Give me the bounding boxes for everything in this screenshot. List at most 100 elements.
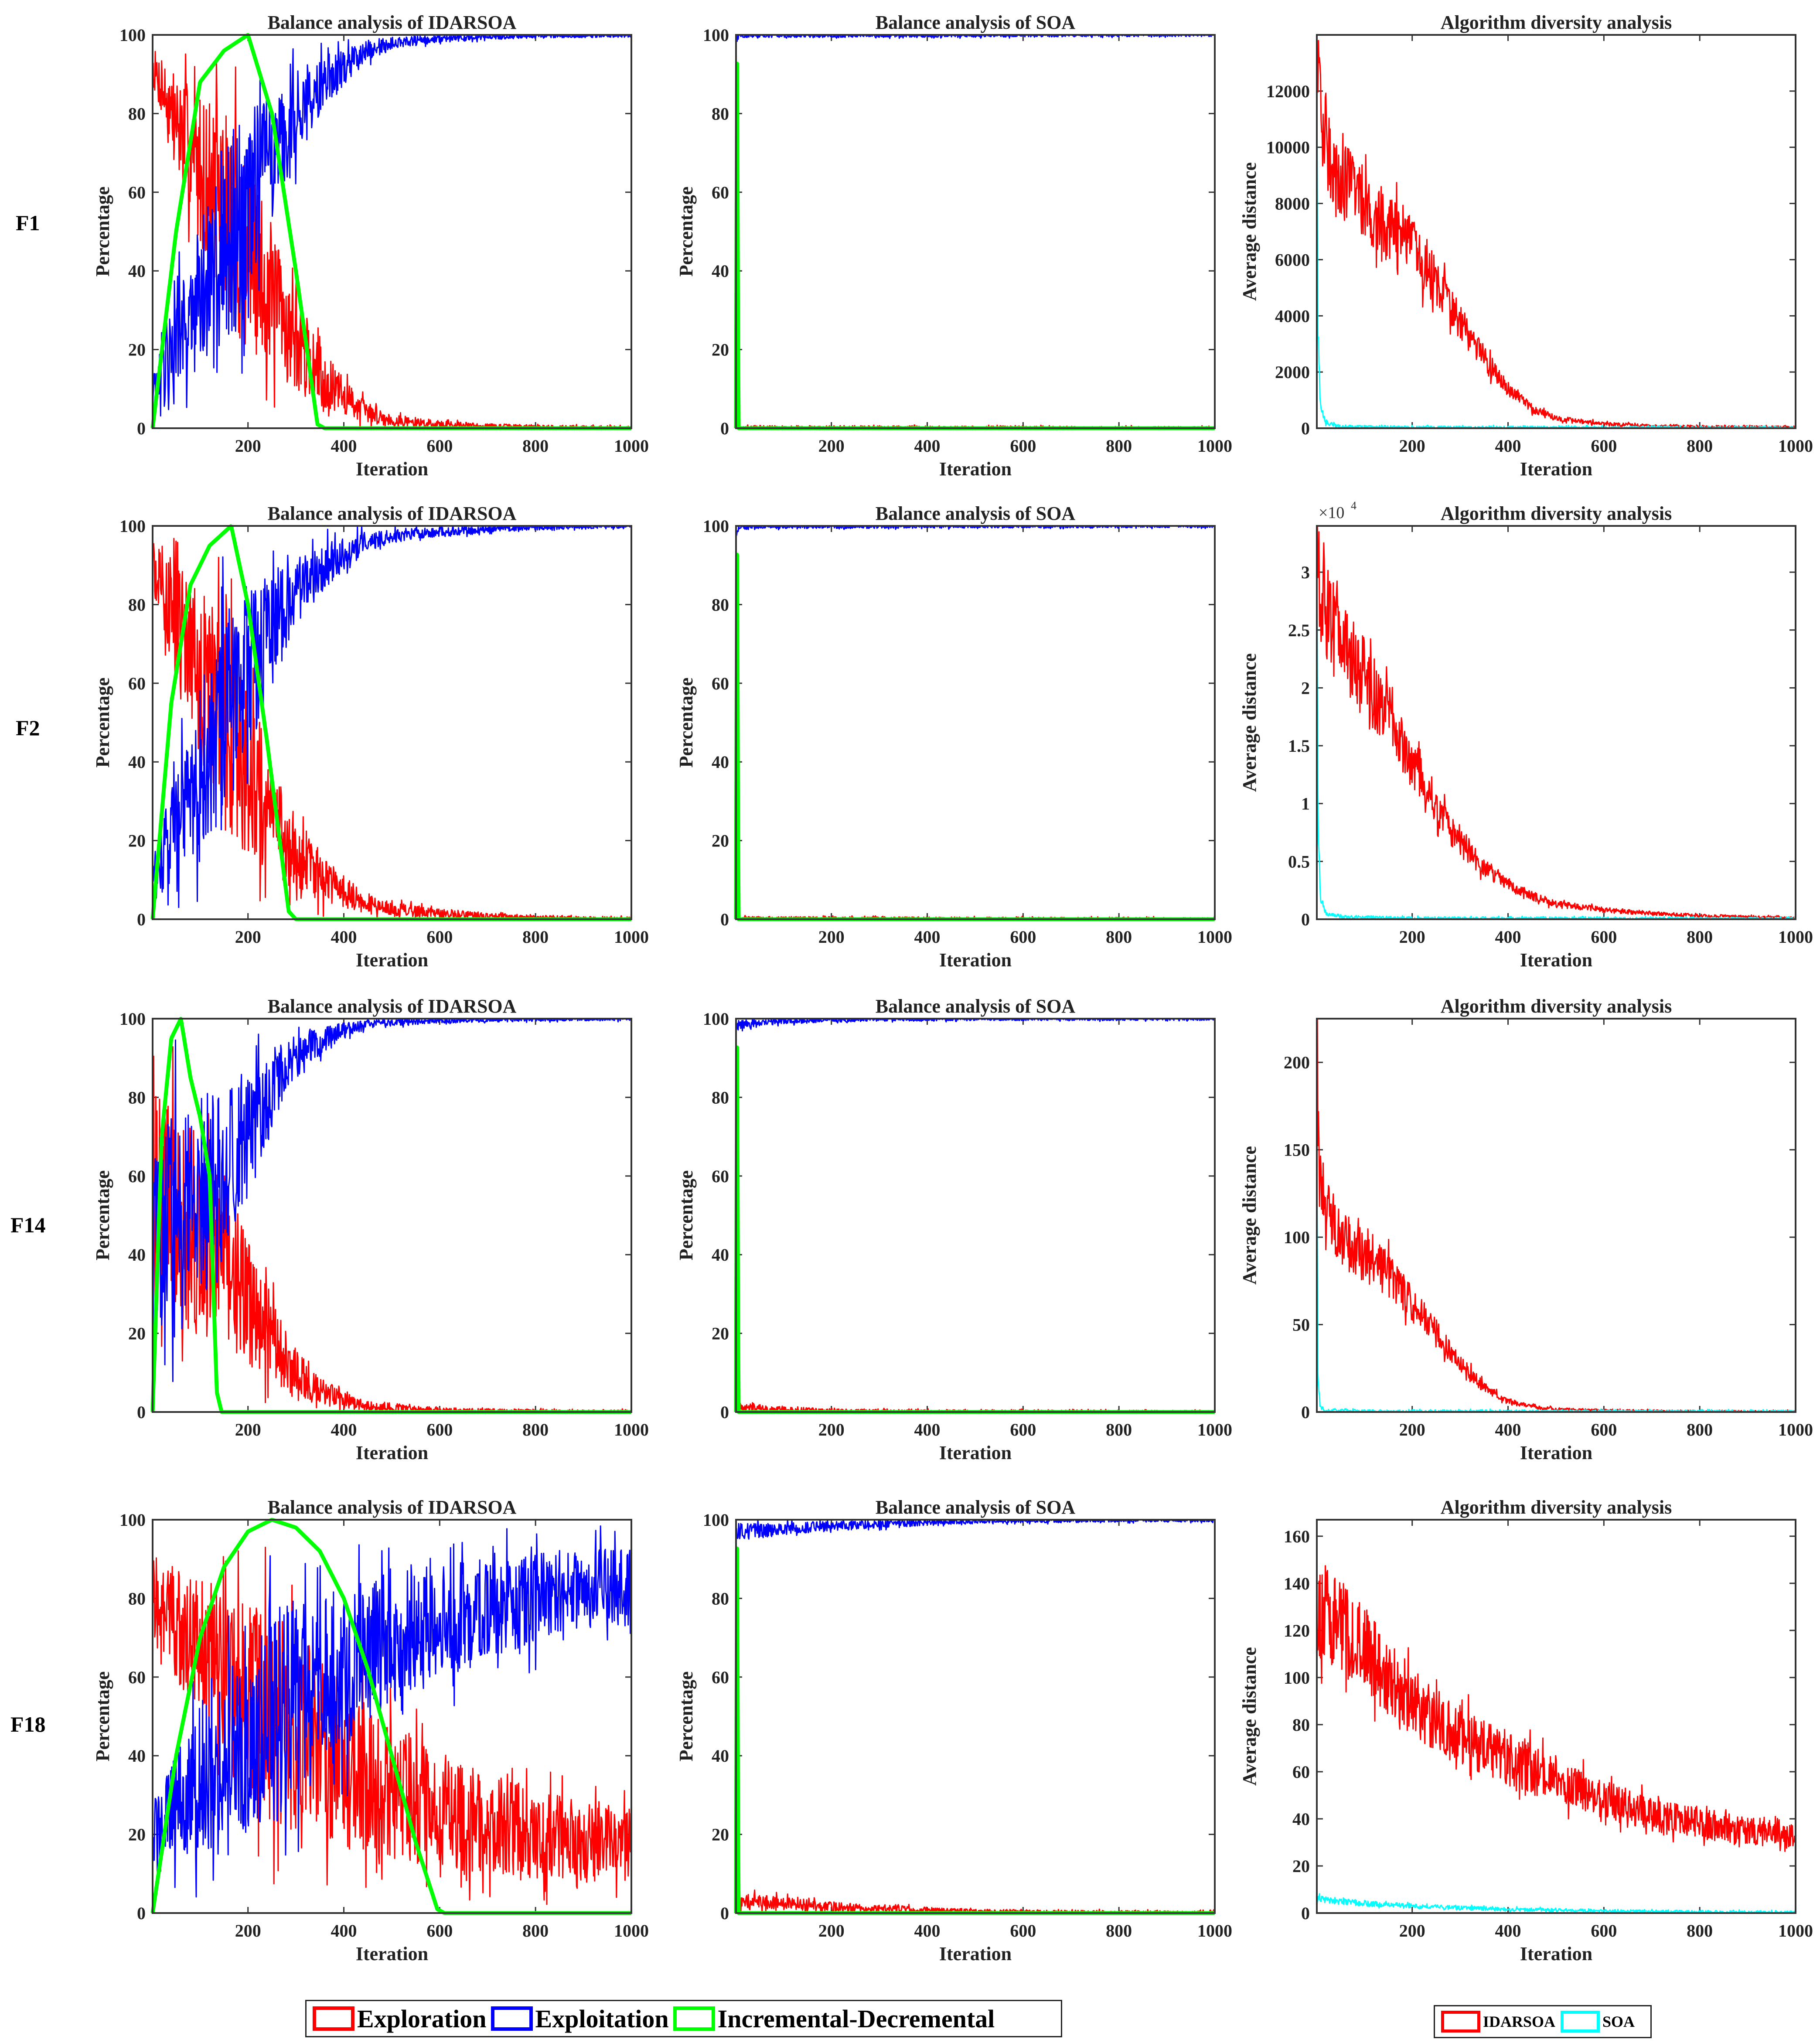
chart-f18-col2-xtick-label-0: 200 bbox=[818, 1921, 845, 1941]
chart-f2-col1-xtick-label-0: 200 bbox=[235, 927, 261, 947]
chart-f14-col1-ytick-label-5: 100 bbox=[119, 1009, 146, 1029]
chart-f18-col3-xtick-label-1: 400 bbox=[1495, 1921, 1521, 1941]
chart-f18-col3-series-idarsoa bbox=[1316, 1565, 1796, 1852]
chart-f2-col3-axis-multiplier: ×10 4 bbox=[1319, 499, 1356, 522]
chart-f14-col3-ytick-label-3: 150 bbox=[1284, 1140, 1310, 1160]
chart-f18-col1-ytick-label-0: 0 bbox=[137, 1903, 146, 1923]
chart-f18-col1-xtick-label-1: 400 bbox=[331, 1921, 357, 1941]
chart-f2-col2-xtick-label-3: 800 bbox=[1106, 927, 1132, 947]
chart-f2-col2-ytick-label-2: 40 bbox=[712, 752, 729, 772]
chart-f18-col3-xtick-label-2: 600 bbox=[1591, 1921, 1617, 1941]
chart-f2-col3-xtick-label-2: 600 bbox=[1591, 927, 1617, 947]
chart-f1-col1: 200 400 600 800 1000 0 20 40 60 80 100 Balance anal… bbox=[92, 12, 649, 480]
chart-f2-col2-xtick-label-2: 600 bbox=[1010, 927, 1036, 947]
chart-f14-col1-ytick-label-1: 20 bbox=[128, 1324, 146, 1344]
chart-f1-col2-xtick-label-4: 1000 bbox=[1197, 436, 1232, 456]
chart-f1-col3-ytick-label-2: 4000 bbox=[1275, 306, 1310, 326]
legend-swatch-exploration bbox=[313, 2006, 354, 2031]
legend-label-idarsoa: IDARSOA bbox=[1483, 2013, 1556, 2030]
chart-f18-col1-ylabel: Percentage bbox=[92, 1671, 113, 1762]
chart-f2-col1-plot-area bbox=[153, 526, 631, 919]
chart-f18-col1-series-exploitation bbox=[152, 1525, 632, 1898]
chart-f18-col2-frame bbox=[735, 1519, 1216, 1914]
chart-f2-col3-ytick-label-5: 2.5 bbox=[1288, 621, 1310, 640]
chart-f1-col2-frame bbox=[735, 34, 1216, 429]
chart-f14-col2-frame bbox=[735, 1018, 1216, 1413]
chart-f2-col1-ytick-label-2: 40 bbox=[128, 752, 146, 772]
chart-f1-col2-xtick-label-3: 800 bbox=[1106, 436, 1132, 456]
chart-f18-col1-ytick-label-3: 60 bbox=[128, 1668, 146, 1687]
chart-f18-col3-ytick-label-1: 20 bbox=[1292, 1856, 1310, 1876]
chart-f18-col2-xtick-label-4: 1000 bbox=[1197, 1921, 1232, 1941]
chart-f14-col3-xtick-label-0: 200 bbox=[1399, 1420, 1425, 1439]
chart-f18-col3-ytick-label-7: 140 bbox=[1284, 1574, 1310, 1593]
chart-f2-col3-xtick-label-4: 1000 bbox=[1778, 927, 1813, 947]
chart-f18-col2-title: Balance analysis of SOA bbox=[876, 1497, 1076, 1518]
legend-swatch-idarsoa bbox=[1441, 2011, 1480, 2033]
chart-f18-col3-xtick-label-4: 1000 bbox=[1778, 1921, 1813, 1941]
chart-f18-col2-xlabel: Iteration bbox=[939, 1943, 1012, 1965]
legend-swatch-incremental-decremental bbox=[673, 2006, 715, 2031]
chart-f2-col1-series-exploitation bbox=[152, 525, 632, 908]
chart-f1-col3-ytick-label-0: 0 bbox=[1301, 419, 1310, 438]
chart-f1-col1-xtick-label-3: 800 bbox=[522, 436, 549, 456]
legend-label-exploitation: Exploitation bbox=[535, 2004, 669, 2033]
chart-f1-col1-frame bbox=[152, 34, 632, 429]
chart-f2-col3-xtick-label-0: 200 bbox=[1399, 927, 1425, 947]
chart-f14-col3-ytick-label-4: 200 bbox=[1284, 1053, 1310, 1072]
chart-f2-col2-title: Balance analysis of SOA bbox=[876, 503, 1076, 524]
chart-f2-col1-xtick-label-3: 800 bbox=[522, 927, 549, 947]
chart-f18-col1-xtick-label-2: 600 bbox=[426, 1921, 453, 1941]
chart-f18-col3-ytick-label-3: 60 bbox=[1292, 1762, 1310, 1782]
chart-f1-col2-ytick-label-5: 100 bbox=[703, 25, 729, 45]
chart-f14-col3-ytick-label-2: 100 bbox=[1284, 1228, 1310, 1247]
chart-f14-col1-xtick-label-3: 800 bbox=[522, 1420, 549, 1439]
chart-f18-col2-ytick-label-1: 20 bbox=[712, 1825, 729, 1845]
legend-label-exploration: Exploration bbox=[357, 2004, 487, 2033]
chart-f2-col2-ytick-label-4: 80 bbox=[712, 595, 729, 614]
chart-f1-col1-xtick-label-4: 1000 bbox=[614, 436, 649, 456]
chart-f14-col2-title: Balance analysis of SOA bbox=[876, 996, 1076, 1017]
chart-f18-col2-ylabel: Percentage bbox=[675, 1671, 697, 1762]
chart-f1-col3-plot-area bbox=[1317, 35, 1796, 428]
chart-f1-col1-ytick-label-4: 80 bbox=[128, 104, 146, 123]
chart-f2-col3-axis-multiplier-base: ×10 bbox=[1319, 504, 1344, 522]
chart-f1-col2-ytick-label-0: 0 bbox=[720, 419, 729, 438]
chart-f1-col3-xlabel: Iteration bbox=[1520, 458, 1592, 480]
row-label-f18: F18 bbox=[10, 1712, 46, 1736]
chart-f18-col3-xlabel: Iteration bbox=[1520, 1943, 1592, 1965]
chart-f2-col3-series-idarsoa bbox=[1316, 525, 1796, 920]
chart-f2-col1-title: Balance analysis of IDARSOA bbox=[268, 503, 517, 524]
chart-f14-col3-xtick-label-4: 1000 bbox=[1778, 1420, 1813, 1439]
chart-f18-col1-xtick-label-0: 200 bbox=[235, 1921, 261, 1941]
legend-item-exploitation: Exploitation bbox=[491, 2004, 669, 2033]
chart-f1-col3-ytick-label-6: 12000 bbox=[1266, 82, 1310, 101]
chart-f14-col2-ytick-label-4: 80 bbox=[712, 1088, 729, 1107]
row-label-f14: F14 bbox=[10, 1213, 46, 1237]
chart-f1-col1-xtick-label-2: 600 bbox=[426, 436, 453, 456]
chart-f18-col2-ytick-label-5: 100 bbox=[703, 1510, 729, 1530]
chart-f14-col2-ytick-label-0: 0 bbox=[720, 1402, 729, 1422]
chart-f2-col3-ytick-label-3: 1.5 bbox=[1288, 736, 1310, 756]
chart-f18-col2-ytick-label-3: 60 bbox=[712, 1668, 729, 1687]
chart-f1-col2-ylabel: Percentage bbox=[675, 187, 697, 277]
chart-f14-col1-xlabel: Iteration bbox=[356, 1442, 428, 1463]
chart-f18-col3-ytick-label-4: 80 bbox=[1292, 1715, 1310, 1735]
chart-f18-col1-xtick-label-4: 1000 bbox=[614, 1921, 649, 1941]
chart-f18-col3-plot-area bbox=[1317, 1520, 1796, 1913]
chart-f18-col3-series-soa bbox=[1316, 1893, 1796, 1914]
chart-f2-col1-ytick-label-4: 80 bbox=[128, 595, 146, 614]
chart-f18-col1-xtick-label-3: 800 bbox=[522, 1921, 549, 1941]
chart-f1-col1-xlabel: Iteration bbox=[356, 458, 428, 480]
chart-f18-col3-ylabel: Average distance bbox=[1239, 1647, 1260, 1786]
legend-swatch-soa bbox=[1561, 2011, 1600, 2033]
chart-f2-col3-ytick-label-1: 0.5 bbox=[1288, 852, 1310, 871]
chart-f1-col2-ytick-label-2: 40 bbox=[712, 261, 729, 281]
chart-f1-col1-ytick-label-1: 20 bbox=[128, 340, 146, 360]
chart-f2-col3-xlabel: Iteration bbox=[1520, 949, 1592, 971]
chart-f2-col3-xtick-label-3: 800 bbox=[1687, 927, 1713, 947]
chart-f14-col1-xtick-label-4: 1000 bbox=[614, 1420, 649, 1439]
chart-f1-col3-frame bbox=[1316, 34, 1796, 429]
chart-f18-col3-ytick-label-8: 160 bbox=[1284, 1527, 1310, 1546]
chart-f18-col3-xtick-label-3: 800 bbox=[1687, 1921, 1713, 1941]
